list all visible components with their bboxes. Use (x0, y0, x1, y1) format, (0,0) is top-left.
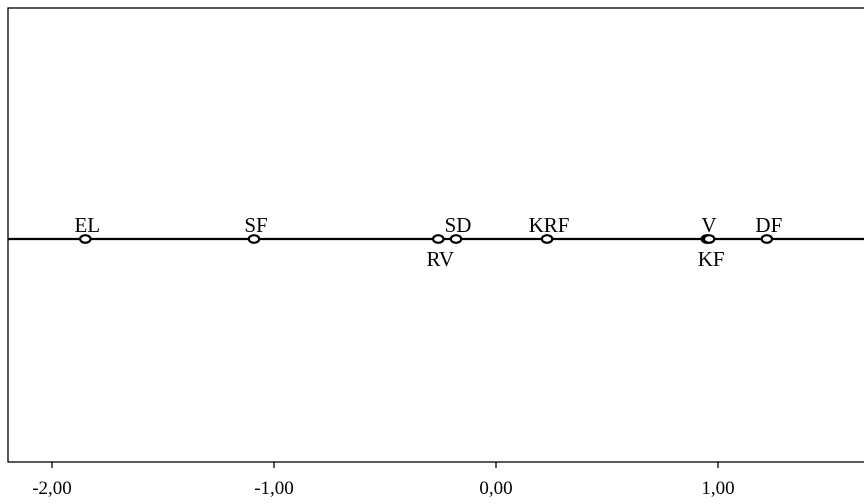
x-axis-ticks: -2,00 -1,00 0,00 1,00 (32, 462, 735, 499)
x-tick-label: 0,00 (479, 478, 512, 499)
point-label-kf: KF (698, 247, 725, 271)
point-label-sd: SD (445, 213, 472, 237)
data-point-kf (702, 234, 716, 244)
x-tick-label: -1,00 (254, 478, 294, 499)
data-point-el (79, 234, 92, 244)
data-point-krf (540, 234, 554, 244)
data-point-sf (247, 234, 261, 244)
point-label-rv: RV (427, 247, 455, 271)
data-points: EL SF RV SD KRF V KF DF (74, 213, 782, 271)
point-label-krf: KRF (529, 213, 570, 237)
x-tick-label: -2,00 (32, 478, 72, 499)
data-point-sd (449, 234, 463, 244)
point-label-sf: SF (244, 213, 267, 237)
point-label-df: DF (755, 213, 782, 237)
x-tick-label: 1,00 (701, 478, 734, 499)
data-point-rv (431, 234, 445, 244)
data-point-df (760, 234, 774, 244)
plot-frame (7, 7, 864, 463)
point-label-el: EL (74, 213, 100, 237)
point-label-v: V (701, 213, 716, 237)
